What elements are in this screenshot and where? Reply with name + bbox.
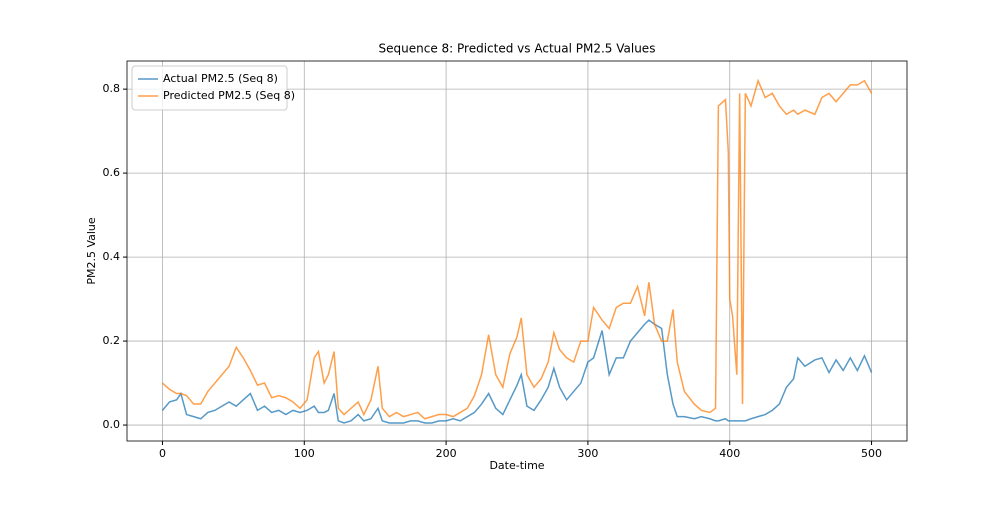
legend-label: Actual PM2.5 (Seq 8) xyxy=(163,72,278,85)
y-tick-label: 0.8 xyxy=(103,82,121,95)
y-tick-label: 0.6 xyxy=(103,166,121,179)
legend-box xyxy=(131,65,288,111)
chart-title: Sequence 8: Predicted vs Actual PM2.5 Va… xyxy=(379,42,656,56)
x-tick-label: 100 xyxy=(294,447,315,460)
legend-label: Predicted PM2.5 (Seq 8) xyxy=(163,89,295,102)
x-tick-label: 200 xyxy=(436,447,457,460)
plot-frame xyxy=(126,60,908,442)
y-tick-label: 0.2 xyxy=(103,334,121,347)
x-tick-label: 300 xyxy=(577,447,598,460)
data-line xyxy=(161,319,873,424)
y-tick-label: 0.0 xyxy=(103,418,121,431)
y-tick-label: 0.4 xyxy=(103,250,121,263)
x-tick-label: 0 xyxy=(159,447,166,460)
x-axis-label: Date-time xyxy=(489,459,544,472)
x-tick-label: 400 xyxy=(719,447,740,460)
y-axis-label: PM2.5 Value xyxy=(85,217,98,285)
data-line xyxy=(161,78,873,420)
x-tick-label: 500 xyxy=(861,447,882,460)
